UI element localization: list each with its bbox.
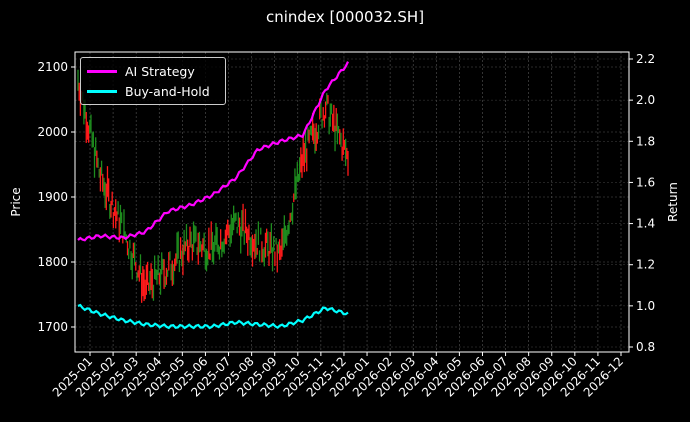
right-tick-label: 1.8 [636, 134, 655, 148]
right-tick-label: 0.8 [636, 340, 655, 354]
left-tick-label: 1800 [37, 255, 68, 269]
left-tick-label: 1700 [37, 320, 68, 334]
legend-label: AI Strategy [125, 63, 195, 79]
buy-and-hold-line [77, 303, 349, 330]
right-tick-label: 2.0 [636, 93, 655, 107]
left-tick-label: 2000 [37, 125, 68, 139]
left-tick-label: 1900 [37, 190, 68, 204]
right-tick-label: 1.6 [636, 175, 655, 189]
right-tick-label: 2.2 [636, 52, 655, 66]
right-tick-label: 1.4 [636, 217, 655, 231]
legend-swatch-cyan [87, 89, 117, 93]
legend: AI Strategy Buy-and-Hold [80, 57, 226, 105]
ai-strategy-line [77, 61, 349, 242]
left-axis-label: Price [9, 187, 23, 216]
legend-label: Buy-and-Hold [125, 83, 210, 99]
right-axis-label: Return [666, 182, 680, 222]
left-tick-label: 2100 [37, 60, 68, 74]
chart-title: cnindex [000032.SH] [265, 8, 425, 26]
legend-swatch-magenta [87, 69, 117, 73]
legend-item-buy-and-hold: Buy-and-Hold [87, 82, 210, 100]
right-tick-label: 1.2 [636, 258, 655, 272]
right-tick-label: 1.0 [636, 299, 655, 313]
plot-frame [74, 51, 630, 353]
legend-item-ai-strategy: AI Strategy [87, 62, 195, 80]
